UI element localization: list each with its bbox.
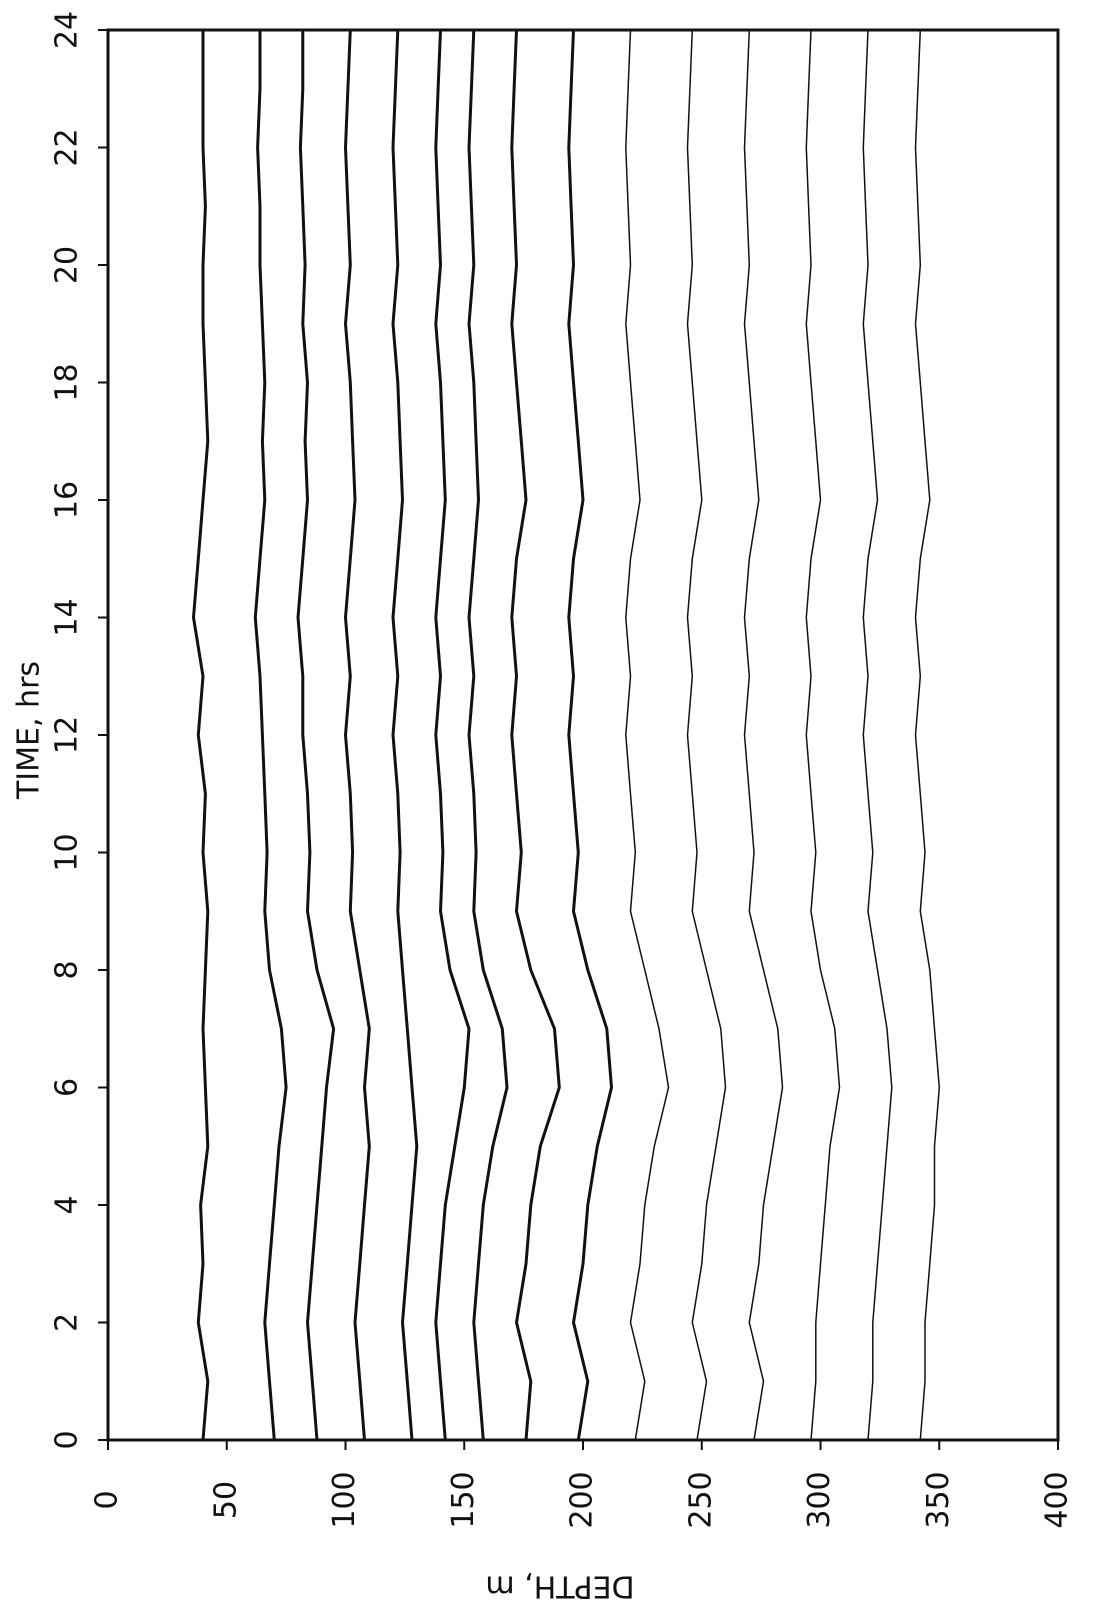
depth-line: [296, 30, 336, 1441]
x-tick-label: 10: [50, 833, 85, 871]
y-tick-label: 350: [921, 1471, 956, 1528]
x-tick-label: 4: [50, 1195, 85, 1214]
depth-line: [686, 29, 727, 1441]
y-tick-label: 300: [802, 1471, 837, 1528]
depth-line: [391, 29, 419, 1441]
x-tick-label: 18: [50, 363, 85, 401]
y-tick-label: 150: [446, 1471, 481, 1528]
y-tick-label: 50: [208, 1481, 243, 1519]
x-tick-label: 0: [50, 1430, 85, 1449]
y-tick-label: 0: [90, 1490, 125, 1509]
x-axis-title: TIME, hrs: [12, 661, 47, 800]
depth-line: [567, 29, 613, 1441]
depth-line: [805, 29, 841, 1441]
y-tick-label: 400: [1040, 1471, 1075, 1528]
x-tick-label: 14: [50, 598, 85, 636]
depth-line: [510, 29, 561, 1441]
depth-line: [192, 30, 210, 1441]
depth-line: [743, 29, 784, 1441]
x-tick-label: 8: [50, 960, 85, 979]
y-tick-label: 200: [565, 1471, 600, 1528]
y-tick-label: 250: [683, 1471, 718, 1528]
x-tick-label: 22: [50, 128, 85, 166]
x-tick-label: 20: [50, 246, 85, 284]
x-tick-label: 16: [50, 481, 85, 519]
depth-line: [467, 29, 509, 1441]
depth-line: [253, 30, 288, 1441]
depth-line: [625, 29, 670, 1441]
x-tick-label: 12: [50, 716, 85, 754]
x-tick-label: 2: [50, 1313, 85, 1332]
depth-line: [344, 29, 371, 1441]
x-tick-label: 6: [50, 1078, 85, 1097]
x-tick-label: 24: [50, 11, 85, 49]
y-tick-label: 100: [327, 1471, 362, 1528]
depth-line: [862, 29, 893, 1441]
y-axis-title: DEPTH, m: [485, 1569, 634, 1604]
depth-line: [914, 29, 941, 1441]
depth-line: [434, 29, 471, 1441]
